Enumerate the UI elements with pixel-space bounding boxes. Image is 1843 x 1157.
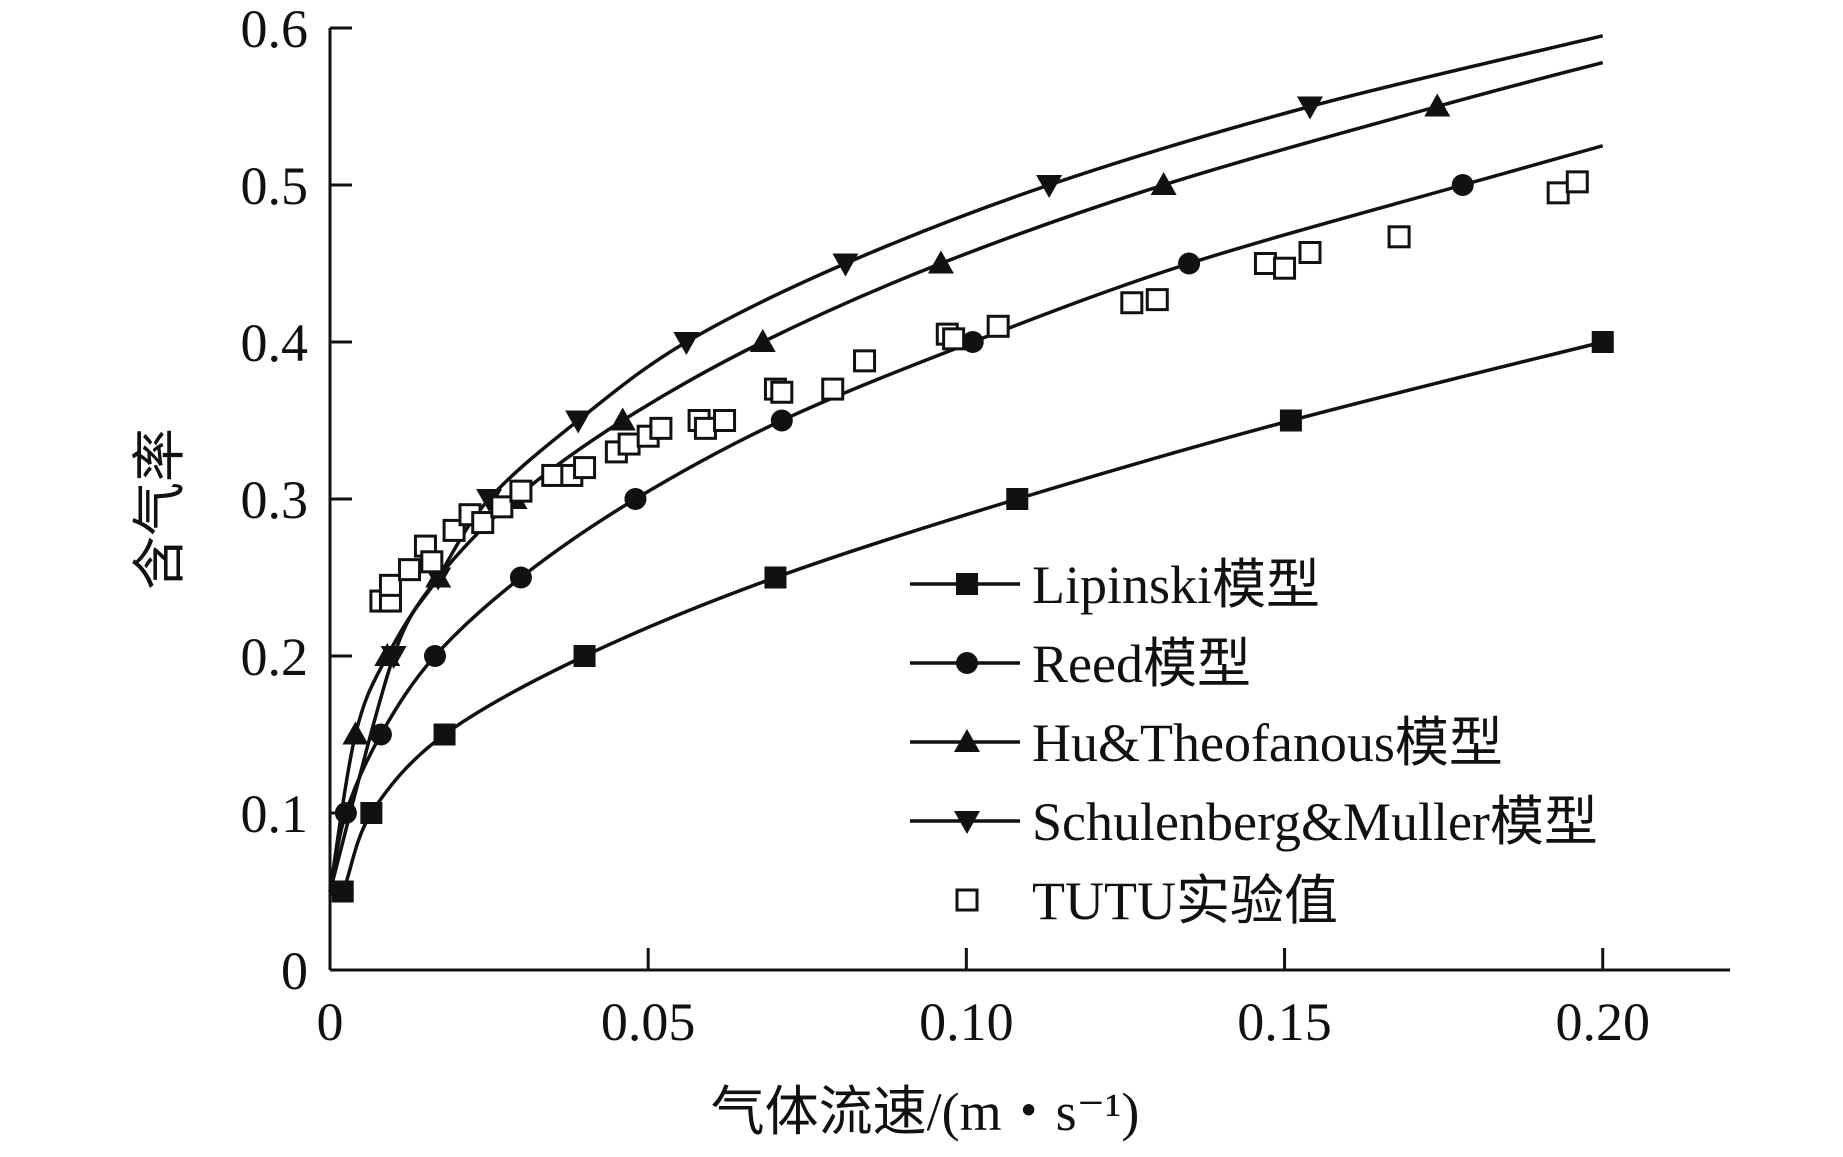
data-point-4 [1145, 288, 1169, 312]
y-axis-title: 含气率 [130, 428, 190, 590]
data-point-4 [378, 573, 402, 597]
data-point-3 [832, 253, 859, 277]
data-point-4 [649, 416, 673, 440]
data-point-3 [1036, 175, 1063, 198]
data-point-2 [342, 721, 369, 745]
series-line-1 [328, 144, 1604, 892]
data-point-4 [420, 550, 444, 574]
legend-entry: Lipinski模型 [910, 555, 1320, 615]
data-point-1 [424, 645, 446, 667]
data-point-4 [617, 432, 641, 456]
x-axis-title: 气体流速/(m・s⁻¹) [711, 1082, 1140, 1142]
x-tick-label: 0.05 [601, 992, 696, 1052]
data-point-0 [433, 723, 456, 746]
data-point-3 [1297, 96, 1323, 120]
data-point-4 [1273, 256, 1297, 280]
data-point-4 [770, 380, 794, 404]
data-point-2 [609, 407, 636, 431]
data-point-4 [942, 327, 966, 351]
data-point-4 [1546, 181, 1570, 205]
data-point-4 [471, 511, 495, 535]
data-point-4 [713, 409, 737, 432]
data-point-4 [853, 349, 877, 373]
axes: 0 0.1 0.2 0.3 0.4 0.5 0.6 0 0.05 0.10 0.15 0.20 [241, 0, 1730, 1052]
legend-marker [955, 888, 979, 912]
x-tick-label: 0 [317, 992, 344, 1052]
legend-label: Hu&Theofanous模型 [1032, 713, 1503, 773]
data-point-1 [1178, 252, 1201, 275]
data-point-4 [821, 377, 845, 401]
data-point-4 [490, 495, 514, 519]
legend-entry: Reed模型 [910, 634, 1251, 694]
data-point-4 [1565, 170, 1589, 194]
legend-marker [954, 729, 980, 752]
y-tick-label: 0.5 [241, 156, 309, 216]
y-tick-label: 0.1 [241, 784, 309, 844]
x-tick-label: 0.15 [1237, 992, 1332, 1052]
data-point-4 [1253, 252, 1277, 275]
data-point-4 [1298, 241, 1322, 265]
legend-label: TUTU实验值 [1032, 871, 1338, 931]
data-point-4 [398, 558, 422, 582]
data-point-3 [673, 332, 700, 355]
data-point-0 [764, 566, 787, 589]
data-point-2 [1150, 172, 1177, 195]
legend: Lipinski模型 Reed模型 Hu&Theofanous模型 Schulenbe… [910, 555, 1598, 931]
data-point-4 [986, 314, 1010, 338]
data-point-1 [961, 331, 984, 353]
legend-entry: TUTU实验值 [955, 871, 1338, 931]
data-point-4 [693, 416, 717, 440]
data-point-0 [1279, 409, 1302, 432]
legend-marker [956, 652, 978, 674]
data-point-0 [360, 802, 383, 824]
data-point-4 [1387, 225, 1411, 249]
y-tick-label: 0.2 [241, 627, 309, 687]
data-point-0 [573, 645, 596, 667]
series-markers [331, 93, 1614, 903]
y-tick-label: 0.6 [241, 0, 309, 59]
data-point-1 [334, 802, 357, 824]
legend-marker [956, 573, 978, 595]
data-point-2 [927, 250, 954, 274]
data-point-1 [770, 409, 793, 432]
y-tick-label: 0 [281, 941, 308, 1001]
data-point-1 [369, 723, 392, 746]
data-point-2 [1424, 93, 1451, 117]
data-point-3 [565, 410, 592, 434]
data-point-1 [509, 566, 532, 589]
data-point-4 [541, 463, 565, 487]
legend-label: Schulenberg&Muller模型 [1032, 792, 1598, 852]
legend-label: Lipinski模型 [1032, 555, 1320, 615]
data-point-4 [573, 456, 597, 480]
legend-label: Reed模型 [1032, 634, 1251, 694]
y-tick-label: 0.4 [241, 313, 309, 373]
legend-entry: Hu&Theofanous模型 [910, 713, 1503, 773]
data-point-0 [1591, 331, 1614, 353]
data-point-4 [509, 479, 533, 503]
data-point-1 [624, 488, 647, 510]
data-point-0 [1006, 488, 1029, 510]
x-tick-label: 0.20 [1555, 992, 1650, 1052]
legend-entry: Schulenberg&Muller模型 [910, 792, 1598, 852]
data-point-1 [1451, 174, 1474, 196]
data-point-4 [1120, 291, 1144, 315]
data-point-3 [380, 646, 407, 669]
data-point-3 [476, 489, 503, 512]
data-point-2 [749, 329, 776, 352]
x-tick-label: 0.10 [919, 992, 1014, 1052]
legend-marker [954, 811, 980, 834]
data-point-0 [331, 880, 354, 903]
y-tick-label: 0.3 [241, 470, 309, 530]
